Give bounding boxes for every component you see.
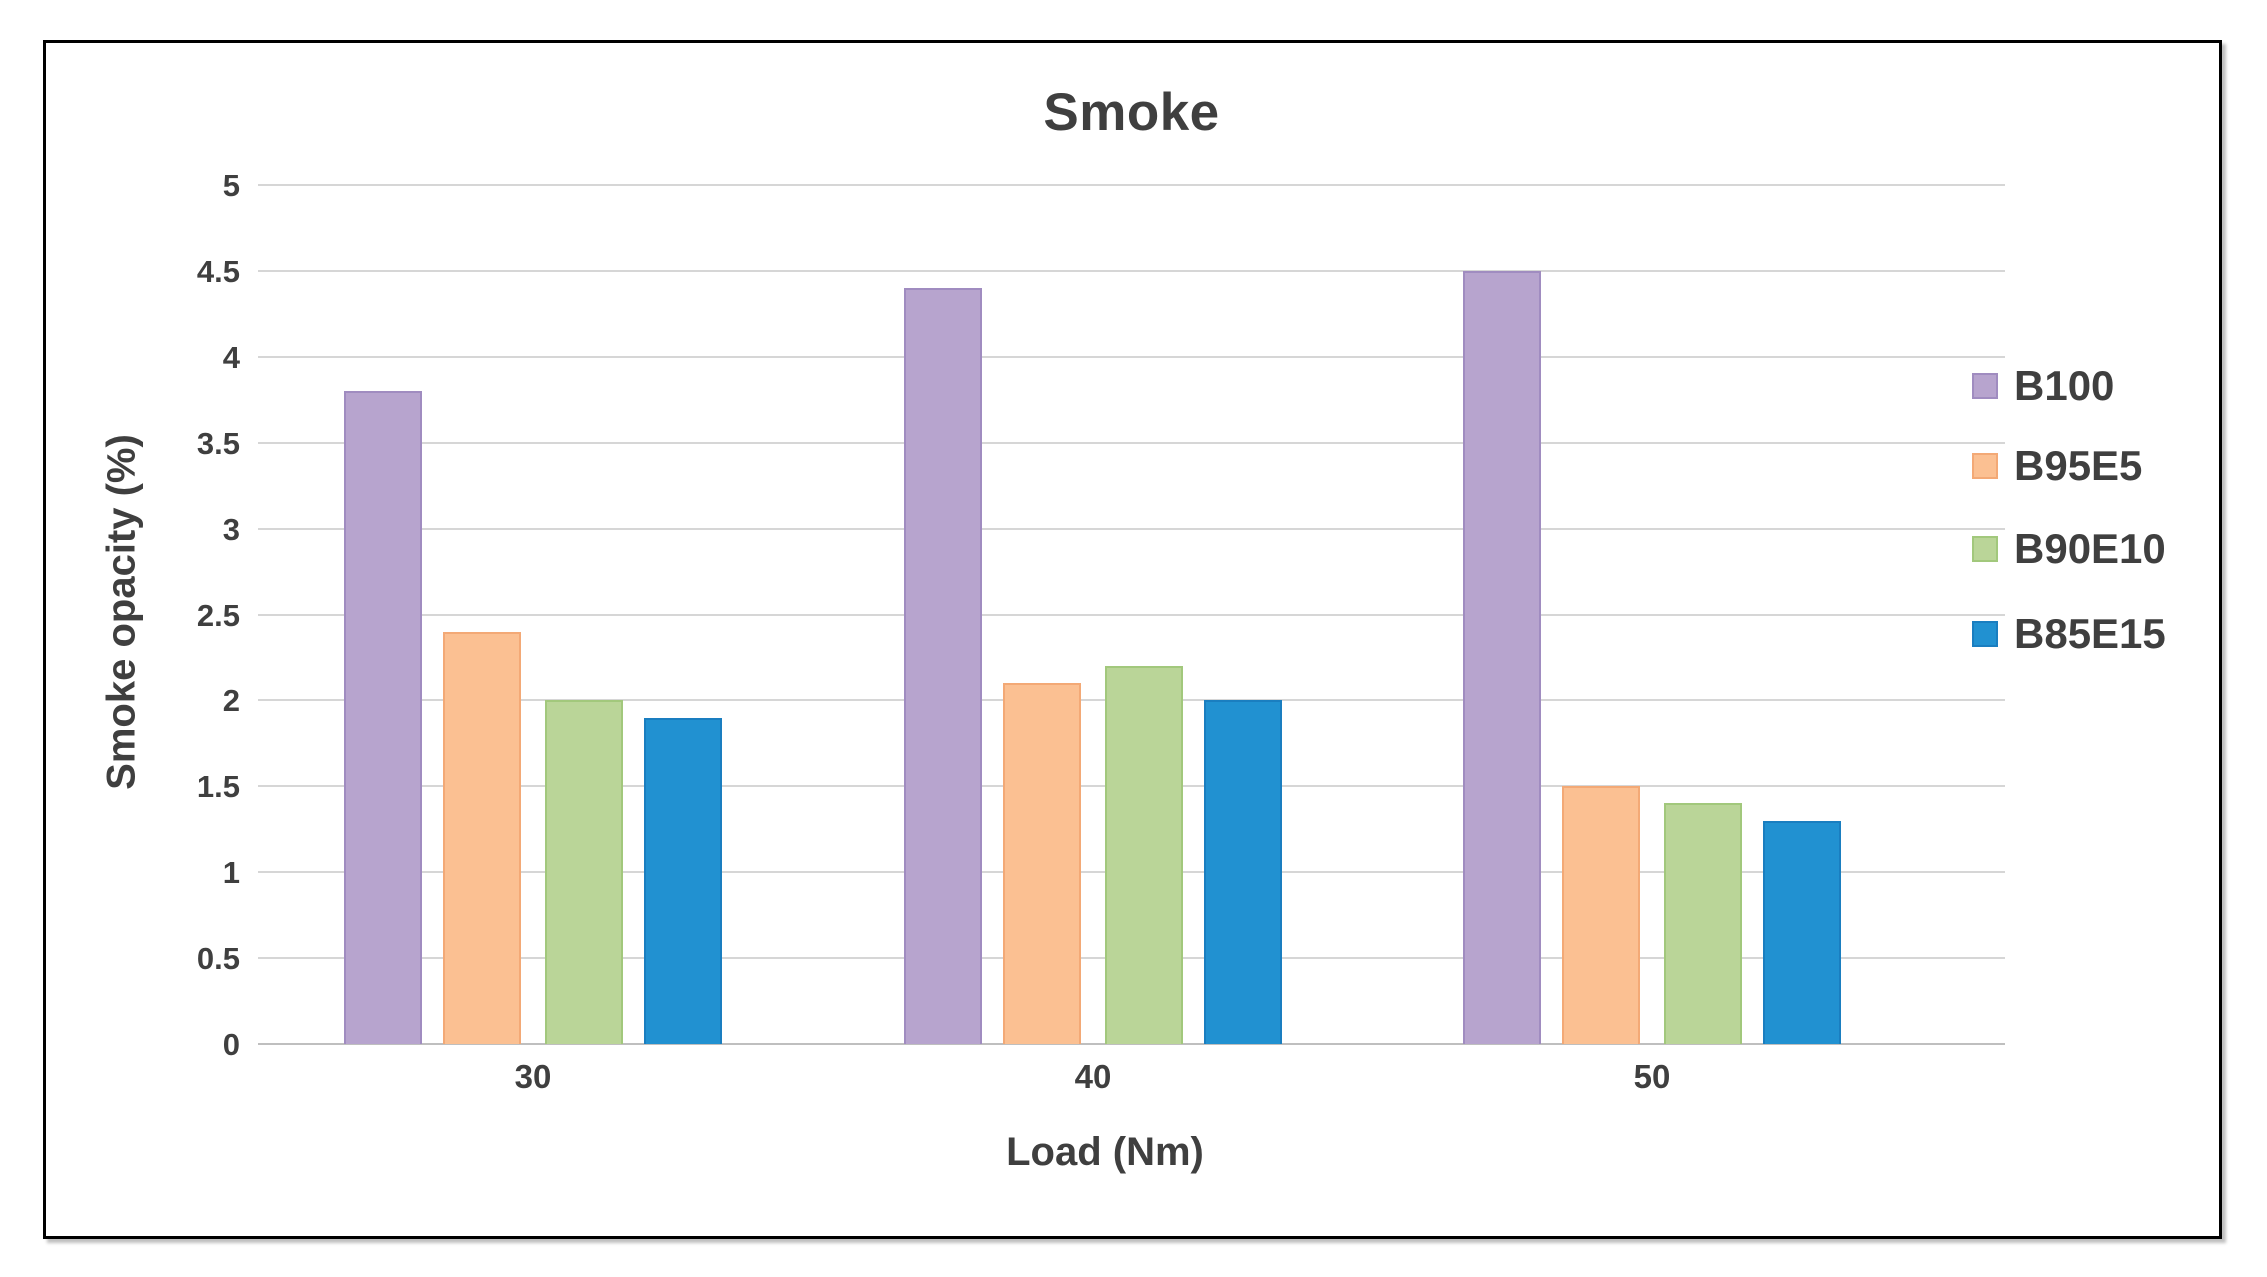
chart-title: Smoke (1043, 83, 1220, 142)
legend-label: B85E15 (2014, 610, 2166, 657)
y-tick-label: 1 (222, 855, 240, 891)
x-tick-label: 30 (514, 1058, 552, 1095)
x-axis-title: Load (Nm) (1006, 1130, 1204, 1174)
gridline (258, 613, 2005, 616)
legend-swatch-b95e5 (1972, 453, 1998, 479)
y-tick-label: 1.5 (196, 769, 240, 805)
y-tick-label: 4 (222, 339, 240, 375)
y-tick-label: 0.5 (196, 941, 240, 977)
legend-swatch-b100 (1972, 373, 1998, 399)
x-tick-label: 40 (1074, 1058, 1112, 1095)
gridline (258, 184, 2005, 186)
bar-b90e10-40 (1105, 666, 1183, 1044)
y-tick-label: 2.5 (196, 597, 240, 633)
gridline (258, 269, 2005, 272)
legend-item-b100: B100 (1972, 362, 2114, 410)
legend-label: B95E5 (2014, 442, 2143, 489)
y-tick-label: 3 (222, 511, 240, 547)
bar-b95e5-30 (443, 632, 521, 1044)
y-tick-label: 0 (222, 1027, 240, 1062)
bar-b100-30 (344, 391, 422, 1044)
bar-b90e10-30 (545, 700, 623, 1044)
bar-b85e15-40 (1204, 700, 1282, 1044)
bar-b95e5-50 (1562, 786, 1640, 1044)
legend-label: B90E10 (2014, 525, 2166, 572)
bar-b90e10-50 (1664, 803, 1742, 1044)
legend-swatch-b85e15 (1972, 621, 1998, 647)
gridline (258, 355, 2005, 358)
bar-b85e15-50 (1763, 821, 1841, 1044)
y-tick-label: 2 (222, 683, 240, 719)
legend-item-b85e15: B85E15 (1972, 610, 2166, 658)
legend-label: B100 (2014, 362, 2115, 409)
legend-item-b95e5: B95E5 (1972, 442, 2142, 490)
x-axis-line (258, 1043, 2005, 1045)
gridline (258, 441, 2005, 444)
y-tick-label: 3.5 (196, 425, 240, 461)
gridline (258, 527, 2005, 530)
y-tick-label: 5 (222, 168, 240, 203)
bar-b95e5-40 (1003, 683, 1081, 1044)
x-tick-label: 50 (1633, 1058, 1671, 1095)
bar-b100-50 (1463, 271, 1541, 1044)
bar-b100-40 (904, 288, 982, 1044)
legend-swatch-b90e10 (1972, 536, 1998, 562)
y-tick-label: 4.5 (196, 253, 240, 289)
plot-area (258, 184, 2005, 1045)
bar-b85e15-30 (644, 718, 722, 1044)
legend-item-b90e10: B90E10 (1972, 525, 2166, 573)
